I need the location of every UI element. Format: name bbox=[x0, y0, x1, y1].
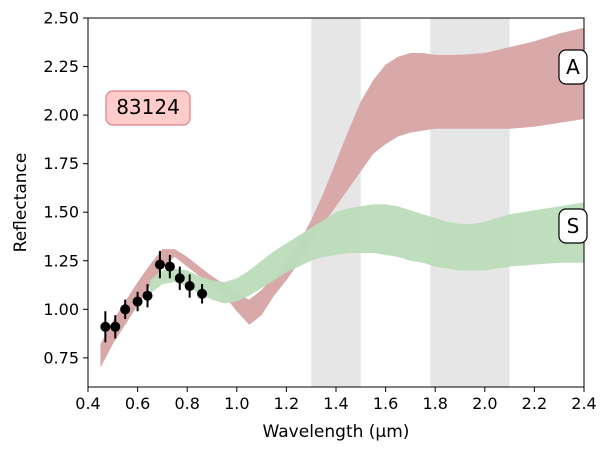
spectral-band-group bbox=[100, 27, 585, 368]
series-a-tag-box bbox=[558, 49, 588, 85]
observation-marker bbox=[100, 321, 111, 332]
observation-point bbox=[100, 311, 111, 343]
observation-point bbox=[120, 299, 131, 320]
x-tick-label: 2.4 bbox=[571, 394, 596, 413]
series-a-tag-text: A bbox=[566, 55, 580, 79]
x-tick-label: 1.0 bbox=[224, 394, 249, 413]
x-tick-label: 1.2 bbox=[274, 394, 299, 413]
observation-point bbox=[164, 254, 175, 279]
observation-point bbox=[184, 274, 195, 298]
series-s-band bbox=[150, 202, 584, 304]
observation-point bbox=[142, 284, 153, 308]
object-id-box bbox=[105, 90, 191, 126]
series-a-tag: A bbox=[558, 49, 588, 85]
x-tick-label: 2.0 bbox=[472, 394, 497, 413]
y-tick-label: 1.00 bbox=[43, 300, 79, 319]
series-s-tag-text: S bbox=[567, 214, 580, 238]
observation-point bbox=[174, 266, 185, 290]
observation-point bbox=[110, 315, 121, 339]
observation-marker bbox=[142, 290, 153, 301]
observation-marker bbox=[164, 261, 175, 272]
observation-point bbox=[154, 251, 165, 279]
observation-marker bbox=[120, 304, 131, 315]
x-tick-label: 1.4 bbox=[323, 394, 348, 413]
y-axis-label: Reflectance bbox=[11, 153, 31, 253]
series-s-tag: S bbox=[558, 208, 588, 244]
x-axis-label: Wavelength (μm) bbox=[263, 422, 410, 442]
x-tick-label: 2.2 bbox=[522, 394, 547, 413]
y-tick-label: 0.75 bbox=[43, 348, 79, 367]
object-id-text: 83124 bbox=[116, 95, 180, 119]
object-id-badge: 83124 bbox=[105, 90, 191, 126]
observation-marker bbox=[184, 281, 195, 292]
observation-point bbox=[132, 291, 143, 312]
series-s-tag-box bbox=[558, 208, 588, 244]
observation-marker bbox=[110, 321, 121, 332]
x-tick-label: 1.6 bbox=[373, 394, 398, 413]
x-tick-label: 0.8 bbox=[174, 394, 199, 413]
observation-points-group bbox=[100, 251, 208, 343]
y-axis-ticks: 0.75 1.00 1.25 1.50 1.75 2.00 2.25 2.50 bbox=[43, 9, 88, 367]
x-axis-ticks: 0.4 0.6 0.8 1.0 1.2 1.4 1.6 1.8 2.0 2.2 2.4 bbox=[75, 387, 597, 413]
observation-point bbox=[197, 284, 208, 304]
observation-marker bbox=[174, 273, 185, 284]
x-tick-label: 1.8 bbox=[422, 394, 447, 413]
observation-marker bbox=[132, 296, 143, 307]
y-tick-label: 2.00 bbox=[43, 106, 79, 125]
y-tick-label: 1.50 bbox=[43, 203, 79, 222]
y-tick-label: 1.75 bbox=[43, 154, 79, 173]
observation-marker bbox=[197, 288, 208, 299]
y-tick-label: 2.50 bbox=[43, 9, 79, 28]
y-tick-label: 1.25 bbox=[43, 251, 79, 270]
y-tick-label: 2.25 bbox=[43, 57, 79, 76]
x-tick-label: 0.4 bbox=[75, 394, 100, 413]
observation-marker bbox=[154, 259, 165, 270]
x-tick-label: 0.6 bbox=[125, 394, 150, 413]
